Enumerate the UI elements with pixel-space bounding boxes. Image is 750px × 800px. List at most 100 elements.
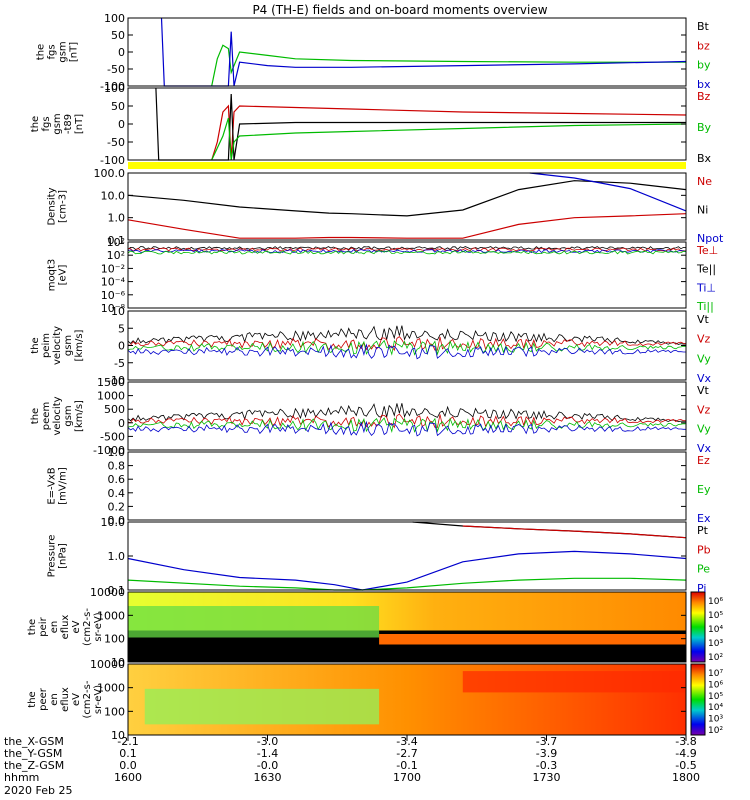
series-density-Ne xyxy=(127,213,687,239)
colorbar-tick-label: 10³ xyxy=(708,715,723,725)
colorbar-tick-label: 10⁶ xyxy=(708,680,723,690)
orbit-value: -3.0 xyxy=(257,735,278,748)
legend-fgs-gsm-by: by xyxy=(697,59,711,72)
orbit-value: -4.9 xyxy=(675,747,696,760)
ylabel-line: peim xyxy=(41,333,52,358)
legend-density-Npot: Npot xyxy=(697,232,724,245)
peir-green-region xyxy=(128,606,380,638)
ylabel-line: eflux xyxy=(60,615,71,640)
series-density-Ni xyxy=(127,180,687,217)
legend-efield-Ez: Ez xyxy=(697,454,710,467)
ytick-label: -50 xyxy=(107,136,125,149)
ytick-label: 0 xyxy=(118,118,125,131)
ylabel-line: gsm xyxy=(58,41,69,62)
orbit-row-label: the_X-GSM xyxy=(4,735,64,748)
legend-peem-velocity-Vx: Vx xyxy=(697,442,712,455)
orbit-value: -2.7 xyxy=(396,747,417,760)
ytick-label: 100 xyxy=(104,633,125,646)
orbit-value: -1.4 xyxy=(257,747,278,760)
orbit-value: -0.0 xyxy=(257,759,278,772)
colorbar-tick-label: 10⁶ xyxy=(708,597,723,607)
ytick-label: 10 xyxy=(111,656,125,669)
ytick-label: 10000 xyxy=(90,658,125,671)
orbit-value: -3.7 xyxy=(536,735,557,748)
trace-temperature-3 xyxy=(127,250,687,255)
ylabel-line: [eV] xyxy=(58,265,69,286)
figure-title: P4 (TH-E) fields and on-board moments ov… xyxy=(252,3,547,17)
ytick-label: 0.4 xyxy=(108,487,126,500)
ytick-label: 10⁻⁶ xyxy=(101,289,126,302)
legend-peem-velocity-Vy: Vy xyxy=(697,423,711,436)
legend-temperature-Ti⊥: Ti⊥ xyxy=(696,281,716,294)
trace-peim-velocity-3 xyxy=(127,343,686,360)
ytick-label: 10 xyxy=(111,305,125,318)
panel-frame-density xyxy=(127,172,687,241)
ytick-label: -100 xyxy=(100,80,125,93)
legend-efield-Ey: Ey xyxy=(697,483,711,496)
ytick-label: -5 xyxy=(114,357,125,370)
ylabel-line: moqt3 xyxy=(47,259,58,292)
colorbar-tick-label: 10⁵ xyxy=(708,611,723,621)
ylabel-line: sr-eV) xyxy=(93,612,104,641)
series-fgs-gsm-by xyxy=(211,44,686,87)
legend-temperature-Te⊥: Te⊥ xyxy=(696,244,718,257)
trace-peem-velocity-0 xyxy=(127,403,687,423)
ytick-label: 0 xyxy=(118,417,125,430)
ylabel-line: the xyxy=(30,337,41,353)
peer-green-region xyxy=(144,688,380,725)
ytick-label: 1500 xyxy=(97,376,125,389)
ylabel-peem-velocity: the peem velocity gsm [km/s] xyxy=(30,396,85,435)
ylabel-line: [mV/m] xyxy=(58,467,69,505)
ytick-label: 1.0 xyxy=(108,446,126,459)
orbit-value: -0.5 xyxy=(675,759,696,772)
legend-density-Ni: Ni xyxy=(697,204,708,217)
ylabel-peer-spectrogram: the peer en eflux eV (cm2-s-sr-eV) xyxy=(27,680,104,718)
ytick-label: 0.1 xyxy=(108,584,126,597)
ytick-label: 1000 xyxy=(97,682,125,695)
colorbar-peer-spectrogram xyxy=(690,663,706,736)
colorbar-tick-label: 10² xyxy=(708,726,723,736)
ylabel-temperature: moqt3 [eV] xyxy=(47,259,69,292)
legend-fgs-gsm-bz: bz xyxy=(697,39,710,52)
ylabel-line: sr-eV) xyxy=(93,685,104,714)
ytick-label: 10⁻⁸ xyxy=(101,302,126,315)
ylabel-line: E=-VxB xyxy=(47,467,58,504)
orbit-value: -3.8 xyxy=(675,735,696,748)
ytick-label: 5 xyxy=(118,322,125,335)
legend-peem-velocity-Vz: Vz xyxy=(697,403,711,416)
ylabel-line: gsm xyxy=(52,113,63,134)
orbit-value: 0.0 xyxy=(119,759,137,772)
trace-temperature-1 xyxy=(128,247,687,252)
xtick-label: 1700 xyxy=(393,771,421,784)
orbit-value: -3.4 xyxy=(396,735,417,748)
legend-fgs-gsm-t89-By: By xyxy=(697,121,712,134)
ytick-label: 50 xyxy=(111,100,125,113)
legend-density-Ne: Ne xyxy=(697,175,712,188)
ylabel-line: eflux xyxy=(60,687,71,712)
colorbar-tick-label: 10⁵ xyxy=(708,692,723,702)
legend-peim-velocity-Vx: Vx xyxy=(697,372,712,385)
peer-red-region xyxy=(462,671,686,693)
ylabel-line: the xyxy=(27,619,38,635)
ylabel-peim-velocity: the peim velocity gsm [km/s] xyxy=(30,326,85,365)
data-gap-bar xyxy=(128,162,686,169)
ytick-label: 10² xyxy=(107,236,125,249)
colorbar-tick-label: 10⁷ xyxy=(708,669,723,679)
ylabel-line: eV xyxy=(71,693,82,706)
trace-temperature-2 xyxy=(127,248,687,254)
ylabel-density: Density [cm-3] xyxy=(47,187,69,225)
ytick-label: 0 xyxy=(118,340,125,353)
trace-peem-velocity-1 xyxy=(127,413,686,429)
legend-pressure-Pi: Pi xyxy=(697,582,706,595)
legend-fgs-gsm-Bt: Bt xyxy=(697,20,710,33)
ytick-label: 10000 xyxy=(90,586,125,599)
legend-peim-velocity-Vz: Vz xyxy=(697,333,711,346)
xtick-label: 1800 xyxy=(672,771,700,784)
orbit-value: 0.1 xyxy=(119,747,137,760)
ytick-label: 100.0 xyxy=(94,167,126,180)
ytick-label: -50 xyxy=(107,63,125,76)
ylabel-line: peer xyxy=(38,687,49,711)
series-pressure-Pe xyxy=(127,577,687,591)
trace-temperature-0 xyxy=(127,246,687,250)
ytick-label: 500 xyxy=(104,403,125,416)
